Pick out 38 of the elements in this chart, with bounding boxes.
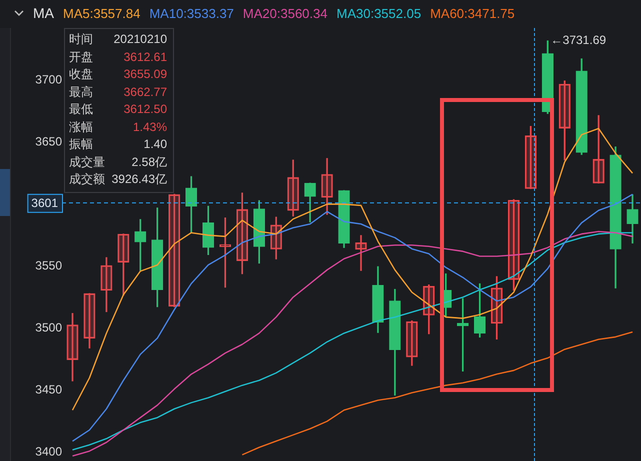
legend-title: MA xyxy=(33,5,54,21)
candlestick xyxy=(100,257,112,312)
ref-line-label: 3601 xyxy=(31,196,58,210)
text: 2.58亿 xyxy=(132,154,167,168)
text: 1.43% xyxy=(132,120,167,134)
category-label: 开盘 xyxy=(69,48,93,66)
y-tick-label: 3700 xyxy=(35,72,62,86)
text: 3655.09 xyxy=(124,67,167,81)
y-tick-label: 3450 xyxy=(35,382,62,397)
text: MA30:3552.05 xyxy=(336,6,422,20)
text: 3926.43亿 xyxy=(112,172,167,186)
candlestick xyxy=(66,313,78,382)
category-label: 振幅 xyxy=(69,136,93,153)
category-label: 最低 xyxy=(69,101,93,118)
text: 20210210 xyxy=(114,32,167,46)
candlestick xyxy=(321,158,333,215)
candlestick xyxy=(355,235,367,271)
category-label: 时间 xyxy=(69,31,93,48)
text: 3612.61 xyxy=(124,50,167,64)
y-tick-label: 3550 xyxy=(35,258,62,273)
y-tick-label: 3500 xyxy=(35,320,62,335)
candlestick xyxy=(592,115,604,184)
y-tick-label: 3650 xyxy=(35,134,62,148)
category-label: 成交量 xyxy=(69,154,105,170)
text: MA60:3471.75 xyxy=(430,6,515,20)
category-label: 涨幅 xyxy=(69,118,93,136)
candlestick xyxy=(84,293,96,348)
annotation: ←3731.69 xyxy=(550,33,606,48)
text: 1.40 xyxy=(144,137,167,151)
text: 3612.50 xyxy=(124,102,167,116)
category-label: 成交额 xyxy=(69,171,105,188)
text: 3662.77 xyxy=(124,84,167,98)
y-tick-label: 3400 xyxy=(35,444,62,459)
text: MA5:3557.84 xyxy=(63,6,140,20)
category-label: 收盘 xyxy=(69,66,93,83)
category-label: 最高 xyxy=(69,84,93,100)
text: MA10:3533.37 xyxy=(149,6,234,20)
text: MA20:3560.34 xyxy=(242,6,328,20)
